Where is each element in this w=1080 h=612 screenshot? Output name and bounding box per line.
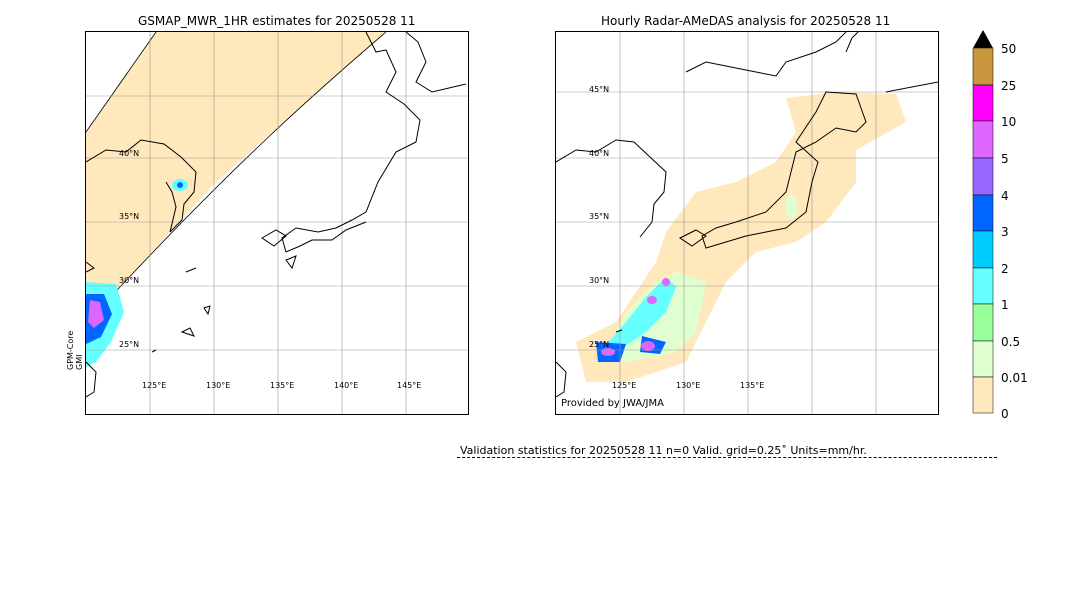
right-coastlines (556, 32, 938, 398)
rain-core-3 (647, 296, 657, 304)
left-lat-label-40: 40°N (119, 149, 140, 158)
rain-core-2 (641, 341, 655, 351)
colorbar-label-10: 10 (1001, 115, 1017, 129)
left-lat-label-25: 25°N (119, 340, 140, 349)
swath-edge-lower (105, 32, 387, 303)
right-gridlines (556, 32, 938, 414)
colorbar-bin-4-5 (972, 157, 994, 196)
left-lon-label-130: 130°E (206, 381, 231, 390)
colorbar-label-25: 25 (1001, 79, 1017, 93)
right-lat-label-30: 30°N (589, 276, 610, 285)
left-map-title: GSMAP_MWR_1HR estimates for 20250528 11 (138, 14, 416, 28)
colorbar-bin-0.5-1 (972, 303, 994, 342)
satellite-label-line2: GMI (75, 354, 84, 370)
colorbar-bin-10-25 (972, 84, 994, 122)
left-coastlines (86, 32, 467, 398)
colorbar-svg (972, 30, 994, 414)
right-lat-label-40: 40°N (589, 149, 610, 158)
right-lon-label-125: 125°E (612, 381, 637, 390)
rain-cell-south-max (88, 300, 104, 328)
colorbar-label-50: 50 (1001, 42, 1017, 56)
swath-edge-upper (86, 32, 157, 133)
right-lon-label-135: 135°E (740, 381, 765, 390)
colorbar-bin-5-10 (972, 120, 994, 159)
colorbar-label-4: 4 (1001, 189, 1009, 203)
data-credit: Provided by JWA/JMA (561, 398, 664, 409)
left-lon-label-135: 135°E (270, 381, 295, 390)
right-map-title: Hourly Radar-AMeDAS analysis for 2025052… (601, 14, 891, 28)
colorbar-label-0: 0 (1001, 407, 1009, 421)
colorbar-label-2: 2 (1001, 262, 1009, 276)
rain-cell-korea-core (177, 182, 183, 188)
validation-statistics: Validation statistics for 20250528 11 n=… (460, 444, 867, 457)
colorbar-bin-0.01-0.5 (972, 340, 994, 378)
colorbar-label-0.01: 0.01 (1001, 371, 1028, 385)
right-map-panel (555, 31, 939, 415)
left-gridlines (86, 32, 468, 414)
colorbar-extend-triangle (973, 30, 993, 48)
left-lon-label-125: 125°E (142, 381, 167, 390)
rain-light-honshu (785, 195, 797, 219)
right-lon-label-130: 130°E (676, 381, 701, 390)
left-lon-label-140: 140°E (334, 381, 359, 390)
satellite-label: GPM-Core GMI (66, 331, 84, 370)
left-lat-label-35: 35°N (119, 212, 140, 221)
colorbar-label-1: 1 (1001, 298, 1009, 312)
rain-area-moderate (604, 277, 676, 352)
right-lat-label-45: 45°N (589, 85, 610, 94)
rain-core-1 (601, 348, 615, 356)
colorbar (972, 30, 994, 414)
colorbar-bin-2-3 (972, 230, 994, 269)
colorbar-bin-0-0.01 (972, 376, 994, 414)
validation-divider (457, 457, 997, 458)
colorbar-bin-3-4 (972, 194, 994, 232)
right-map-svg (556, 32, 938, 414)
colorbar-label-0.5: 0.5 (1001, 335, 1021, 349)
colorbar-label-5: 5 (1001, 152, 1009, 166)
satellite-label-line1: GPM-Core (66, 330, 75, 370)
colorbar-label-3: 3 (1001, 225, 1009, 239)
left-map-panel (85, 31, 469, 415)
rain-core-4 (662, 278, 670, 286)
right-lat-label-35: 35°N (589, 212, 610, 221)
left-lat-label-30: 30°N (119, 276, 140, 285)
right-lat-label-25: 25°N (589, 340, 610, 349)
colorbar-bin-1-2 (972, 267, 994, 305)
satellite-swath (86, 32, 386, 332)
left-lon-label-145: 145°E (397, 381, 422, 390)
colorbar-bin-25-50 (972, 47, 994, 86)
left-map-svg (86, 32, 468, 414)
